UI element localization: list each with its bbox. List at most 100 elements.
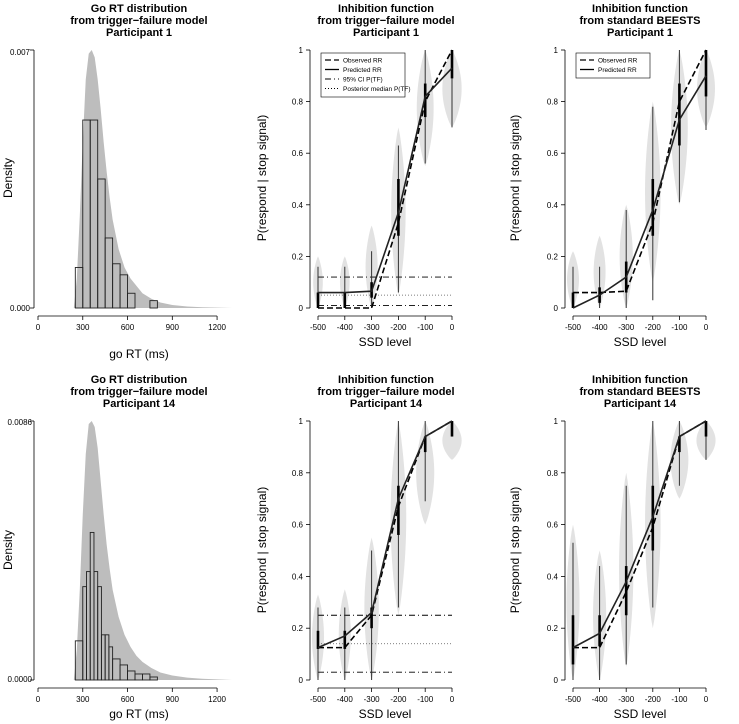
legend-box [575, 52, 651, 79]
x-axis-label: SSD level [359, 707, 412, 721]
x-axis-label: go RT (ms) [109, 707, 169, 721]
predicted-rr-line [317, 420, 453, 649]
y-tick-label-bottom: 0.000 [10, 304, 31, 313]
x-tick-label: -100 [671, 323, 688, 332]
histogram-bar [149, 676, 158, 681]
y-tick-label: 0.8 [292, 98, 304, 107]
x-tick-label: -200 [645, 695, 662, 704]
x-tick-label: -200 [645, 323, 662, 332]
x-tick-label: -500 [565, 695, 582, 704]
histogram-bar [127, 292, 136, 309]
y-tick-label: 0.2 [547, 624, 559, 633]
histogram-bar [97, 586, 102, 681]
y-tick-label: 0 [299, 304, 304, 313]
panel-title-line-3: Participant 1 [353, 27, 419, 39]
legend-label: Predicted RR [343, 67, 382, 74]
panel-inhibition-standard-beests-participant-14: Inhibition function from standard BEESTS… [508, 374, 716, 721]
x-tick-label: -200 [390, 695, 407, 704]
x-tick-label: 0 [450, 323, 455, 332]
y-tick-label: 0.6 [547, 521, 559, 530]
y-tick-label-top: 0.0086 [8, 418, 33, 427]
x-tick-label: -500 [310, 695, 327, 704]
y-axis-label: P(respond | stop signal) [255, 487, 269, 614]
observed-rr-line [318, 420, 453, 649]
panel-title-line-2: from standard BEESTS [579, 386, 700, 398]
panel-title-line-3: Participant 14 [103, 398, 176, 410]
panel-title-line-3: Participant 1 [106, 27, 172, 39]
x-tick-label: 0 [704, 695, 709, 704]
x-tick-label: 600 [121, 323, 135, 332]
y-tick-label-top: 0.007 [10, 48, 31, 57]
y-axis-label: Density [1, 158, 15, 198]
y-tick-label: 1 [299, 417, 304, 426]
x-tick-label: -200 [390, 323, 407, 332]
panel-title-line-1: Inhibition function [338, 3, 434, 15]
x-tick-label: 900 [166, 323, 180, 332]
panel-title-line-2: from trigger−failure model [317, 15, 454, 27]
posterior-violin [442, 421, 462, 460]
panel-title-line-1: Go RT distribution [91, 374, 188, 386]
y-tick-label: 1 [554, 417, 559, 426]
x-axis-label: SSD level [614, 707, 667, 721]
predicted-rr-line [318, 67, 453, 294]
y-tick-label: 0.2 [547, 252, 559, 261]
y-tick-label: 0.4 [292, 572, 304, 581]
y-axis-label: P(respond | stop signal) [255, 115, 269, 242]
x-tick-label: -100 [671, 695, 688, 704]
panel-title-line-1: Go RT distribution [91, 3, 188, 15]
panel-inhibition-standard-beests-participant-1: Inhibition function from standard BEESTS… [508, 3, 715, 349]
x-tick-label: -500 [310, 323, 327, 332]
x-axis-label: go RT (ms) [109, 347, 169, 361]
x-tick-label: -400 [592, 695, 609, 704]
x-tick-label: -300 [364, 323, 381, 332]
panel-inhibition-trigger-failure-participant-14: Inhibition function from trigger−failure… [255, 374, 462, 721]
panel-title-line-2: from trigger−failure model [70, 15, 207, 27]
y-tick-label: 0 [299, 676, 304, 685]
y-tick-label: 0.4 [547, 201, 559, 210]
x-tick-label: -400 [337, 323, 354, 332]
y-tick-label: 0.2 [292, 252, 304, 261]
y-tick-label: 0.8 [292, 469, 304, 478]
panel-go-rt-participant-14: Go RT distribution from trigger−failure … [1, 374, 232, 721]
y-tick-label: 0.8 [547, 98, 559, 107]
x-tick-label: -300 [364, 695, 381, 704]
legend-label: Observed RR [343, 58, 383, 65]
x-tick-label: 0 [450, 695, 455, 704]
y-tick-label: 0.6 [292, 149, 304, 158]
panel-go-rt-participant-1: Go RT distribution from trigger−failure … [1, 3, 232, 361]
x-tick-label: 0 [36, 695, 41, 704]
x-tick-label: 0 [704, 323, 709, 332]
histogram-bar [149, 300, 158, 309]
y-tick-label: 1 [554, 46, 559, 55]
x-tick-label: -300 [618, 695, 635, 704]
observed-rr-line [573, 49, 707, 294]
x-tick-label: 600 [121, 695, 135, 704]
y-tick-label: 0 [554, 304, 559, 313]
panel-inhibition-trigger-failure-participant-1: Inhibition function from trigger−failure… [255, 3, 462, 349]
histogram-bar [119, 274, 128, 309]
x-tick-label: 1200 [208, 323, 226, 332]
y-tick-label: 0.4 [292, 201, 304, 210]
y-tick-label: 0.2 [292, 624, 304, 633]
legend-label: Posterior median P(TF) [343, 86, 411, 93]
y-tick-label: 0.6 [292, 521, 304, 530]
observed-rr-line [318, 49, 453, 309]
x-tick-label: -400 [337, 695, 354, 704]
panel-title-line-1: Inhibition function [592, 3, 688, 15]
posterior-predictive-band [73, 50, 232, 308]
x-tick-label: -100 [417, 695, 434, 704]
panel-title-line-1: Inhibition function [338, 374, 434, 386]
y-tick-label: 0.6 [547, 149, 559, 158]
x-tick-label: -500 [565, 323, 582, 332]
x-tick-label: -300 [618, 323, 635, 332]
posterior-predictive-band [73, 421, 232, 680]
panel-title-line-3: Participant 14 [604, 398, 677, 410]
y-axis-label: P(respond | stop signal) [508, 487, 522, 614]
legend-label: Predicted RR [598, 67, 637, 74]
panel-title-line-2: from trigger−failure model [70, 386, 207, 398]
panel-title-line-2: from standard BEESTS [579, 15, 700, 27]
x-tick-label: 900 [166, 695, 180, 704]
y-tick-label: 1 [299, 46, 304, 55]
y-tick-label-bottom: 0.0000 [8, 675, 33, 684]
y-axis-label: Density [1, 530, 15, 570]
